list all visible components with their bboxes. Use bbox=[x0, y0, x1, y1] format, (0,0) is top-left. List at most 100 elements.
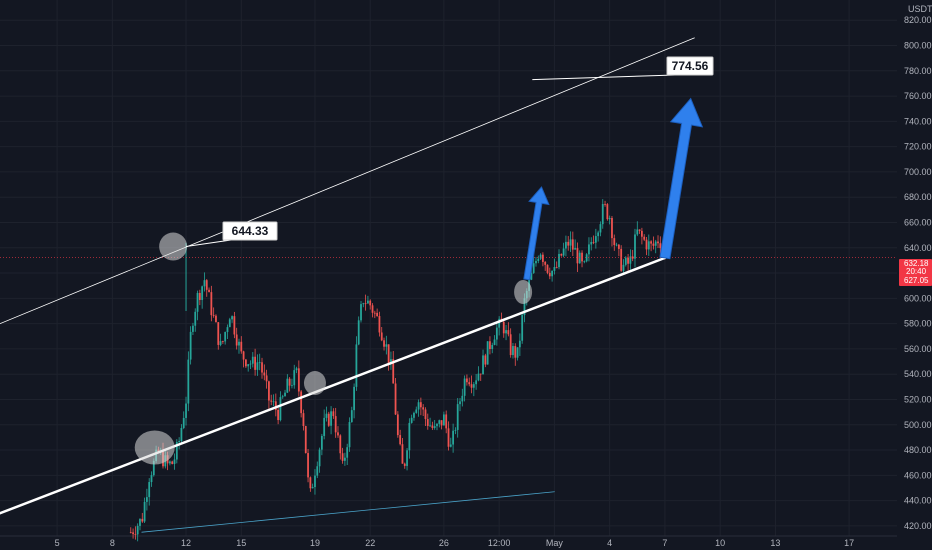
candle-body bbox=[424, 409, 427, 420]
candle-body bbox=[583, 261, 586, 263]
candle-body bbox=[482, 355, 484, 375]
candle-body bbox=[247, 364, 250, 367]
candle-body bbox=[590, 241, 593, 245]
candle-body bbox=[242, 351, 245, 360]
candle-body bbox=[332, 411, 335, 417]
candle-body bbox=[314, 475, 316, 488]
currency-label: USDT bbox=[908, 4, 932, 14]
candle-body bbox=[265, 375, 268, 382]
candle-body bbox=[578, 252, 581, 264]
callout-box[interactable] bbox=[666, 56, 714, 76]
price-axis[interactable]: 420.00 440.00 460.00 480.00 500.00 520.00 540.… bbox=[904, 15, 932, 531]
candle-body bbox=[205, 280, 208, 290]
support-trendline[interactable] bbox=[0, 256, 667, 515]
candle-body bbox=[530, 272, 533, 280]
candle-body bbox=[565, 241, 567, 249]
candle-body bbox=[316, 466, 319, 476]
arrow-annotations[interactable] bbox=[523, 97, 704, 281]
candle-body bbox=[620, 248, 623, 271]
candle-body bbox=[309, 477, 312, 489]
candle-body bbox=[325, 413, 328, 418]
candle-body bbox=[367, 300, 369, 304]
candle-body bbox=[231, 316, 233, 320]
candle-body bbox=[224, 332, 227, 342]
candle-body bbox=[318, 449, 321, 467]
price-callouts[interactable]: 644.33 774.56 bbox=[185, 56, 714, 248]
candle-body bbox=[498, 318, 501, 328]
y-tick-label: 460.00 bbox=[904, 470, 932, 480]
candle-body bbox=[399, 435, 402, 445]
candle-body bbox=[350, 410, 353, 423]
candle-body bbox=[210, 292, 213, 316]
candle-body bbox=[136, 525, 139, 535]
small-up-arrow[interactable] bbox=[523, 186, 550, 281]
candle-body bbox=[433, 426, 436, 428]
candle-body bbox=[442, 414, 445, 426]
candle-body bbox=[226, 327, 229, 333]
candle-body bbox=[304, 426, 307, 454]
candle-body bbox=[217, 322, 220, 345]
candle-body bbox=[272, 401, 275, 403]
candle-body bbox=[357, 320, 360, 345]
candle-body bbox=[396, 414, 399, 436]
upper-channel[interactable] bbox=[0, 37, 695, 325]
candle-body bbox=[629, 256, 632, 264]
candle-body bbox=[413, 412, 415, 418]
candle-body bbox=[238, 341, 240, 346]
candle-body bbox=[291, 385, 293, 387]
candle-body bbox=[645, 239, 648, 250]
candle-body bbox=[346, 447, 349, 458]
candle-body bbox=[288, 378, 291, 386]
candle-body bbox=[353, 386, 356, 411]
lower-line[interactable] bbox=[141, 491, 555, 533]
candle-body bbox=[334, 416, 337, 433]
candle-body bbox=[373, 312, 376, 314]
candle-body bbox=[240, 341, 243, 352]
candle-body bbox=[134, 534, 137, 535]
candle-body bbox=[535, 260, 537, 264]
candle-body bbox=[479, 373, 482, 375]
trendlines[interactable] bbox=[0, 37, 695, 533]
x-tick-label: 12:00 bbox=[488, 538, 511, 548]
candle-body bbox=[452, 430, 455, 445]
candle-body bbox=[592, 241, 595, 243]
highlight-ellipse bbox=[514, 280, 533, 305]
candle-body bbox=[470, 384, 473, 388]
candle-body bbox=[364, 303, 367, 305]
candle-body bbox=[502, 321, 505, 334]
candle-body bbox=[461, 395, 464, 402]
last-price-label: 632.18 bbox=[904, 259, 929, 268]
candle-body bbox=[339, 435, 342, 454]
candle-body bbox=[456, 404, 459, 430]
candle-body bbox=[341, 453, 344, 461]
y-tick-label: 700.00 bbox=[904, 167, 932, 177]
y-tick-label: 680.00 bbox=[904, 192, 932, 202]
candle-body bbox=[263, 372, 266, 376]
candle-body bbox=[219, 341, 222, 345]
grid-lines bbox=[0, 0, 897, 537]
y-tick-label: 720.00 bbox=[904, 142, 932, 152]
candle-body bbox=[360, 304, 362, 321]
y-tick-label: 780.00 bbox=[904, 66, 932, 76]
candle-body bbox=[611, 217, 613, 239]
candle-body bbox=[659, 243, 662, 249]
candle-body bbox=[640, 230, 643, 237]
candle-body bbox=[636, 229, 639, 235]
callout-box[interactable] bbox=[222, 221, 278, 241]
candle-body bbox=[491, 344, 494, 350]
candle-body bbox=[383, 340, 385, 347]
time-axis[interactable]: 5 8 12 15 19 22 26 12:00 May 4 7 10 13 17 bbox=[55, 538, 855, 548]
candle-body bbox=[512, 346, 514, 356]
candle-body bbox=[171, 461, 174, 464]
candle-body bbox=[261, 362, 263, 373]
candle-body bbox=[311, 487, 314, 489]
large-up-arrow[interactable] bbox=[659, 97, 704, 260]
candle-body bbox=[302, 413, 305, 427]
candle-body bbox=[484, 355, 487, 365]
candle-body bbox=[268, 381, 270, 401]
candle-body bbox=[438, 420, 441, 424]
candle-body bbox=[270, 400, 273, 402]
candle-body bbox=[532, 263, 535, 273]
candle-body bbox=[286, 378, 289, 393]
